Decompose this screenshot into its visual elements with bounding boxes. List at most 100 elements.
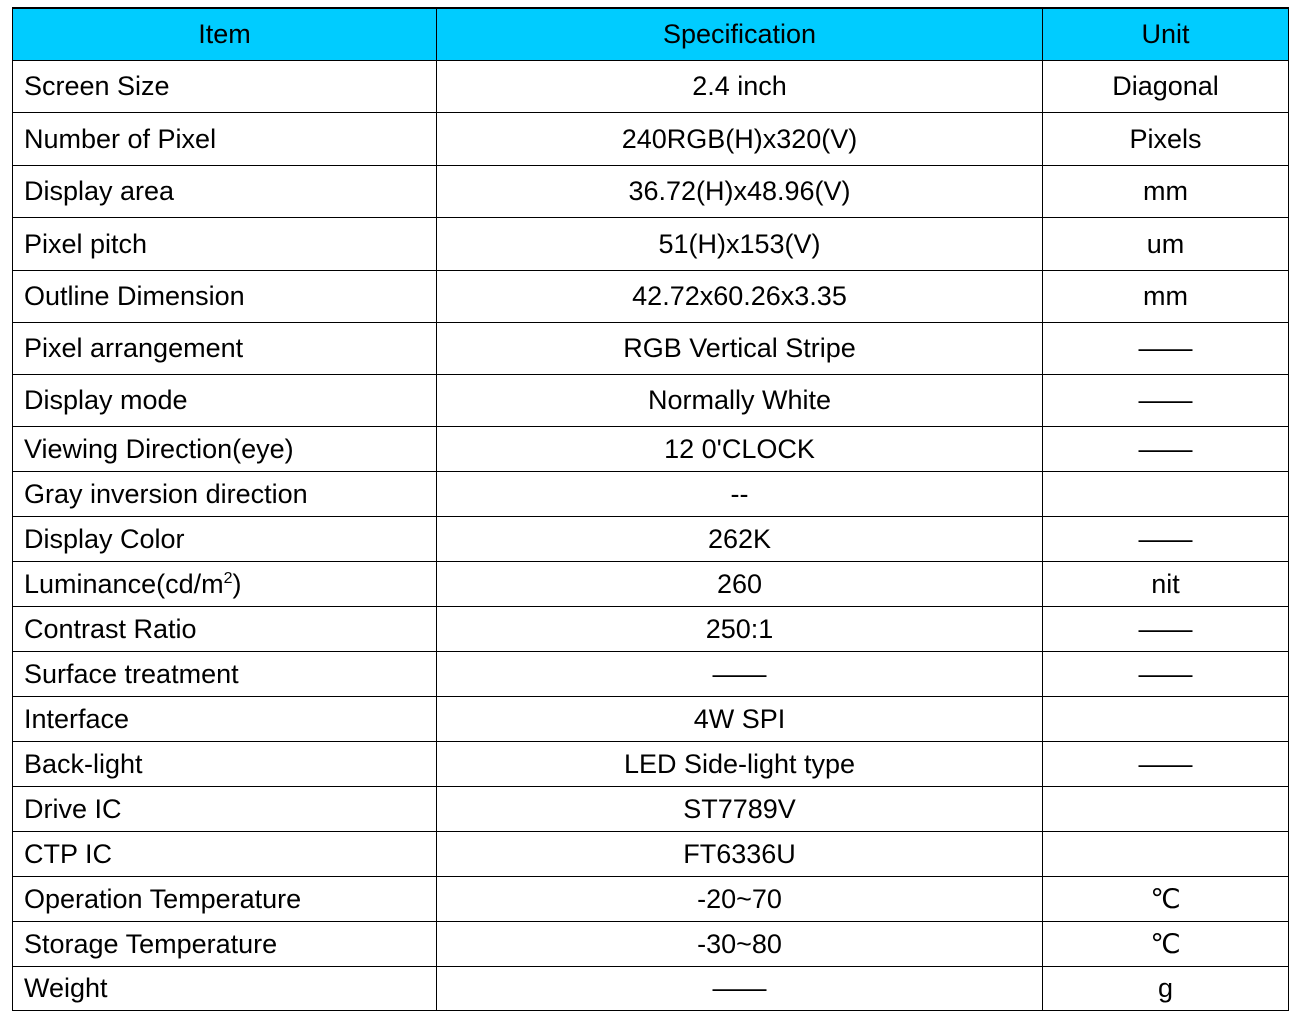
table-row: Display mode Normally White ——: [12, 374, 1289, 427]
item-label: Number of Pixel: [24, 123, 217, 154]
item-cell: Luminance(cd/m2): [12, 561, 437, 607]
spec-table-header: Item Specification Unit: [12, 7, 1289, 61]
item-cell: CTP IC: [12, 831, 437, 877]
item-cell: Surface treatment: [12, 651, 437, 697]
column-header-unit: Unit: [1042, 7, 1289, 61]
unit-cell: ——: [1042, 322, 1289, 375]
table-row: CTP IC FT6336U: [12, 831, 1289, 877]
item-label: Pixel arrangement: [24, 333, 244, 363]
unit-cell: Diagonal: [1042, 60, 1289, 113]
item-label: Luminance(cd/m: [24, 568, 224, 599]
unit-cell: ——: [1042, 741, 1289, 787]
item-label: Display Color: [24, 523, 185, 554]
unit-cell: [1042, 831, 1289, 877]
item-cell: Viewing Direction(eye): [12, 426, 437, 472]
item-label: Display area: [24, 176, 175, 206]
item-label: Drive IC: [24, 793, 122, 824]
item-label: Viewing Direction(eye): [24, 433, 294, 464]
item-cell: Drive IC: [12, 786, 437, 832]
table-row: Pixel arrangement RGB Vertical Stripe ——: [12, 322, 1289, 375]
specification-cell: 240RGB(H)x320(V): [436, 112, 1043, 166]
specification-cell: ——: [436, 651, 1043, 697]
spec-table: Item Specification Unit Screen Size 2.4 i…: [12, 7, 1289, 1011]
specification-cell: ST7789V: [436, 786, 1043, 832]
unit-cell: ——: [1042, 374, 1289, 427]
table-row: Screen Size 2.4 inch Diagonal: [12, 60, 1289, 113]
unit-cell: um: [1042, 217, 1289, 271]
item-label: Gray inversion direction: [24, 478, 308, 509]
item-cell: Weight: [12, 966, 437, 1011]
item-label: Pixel pitch: [24, 228, 148, 259]
table-row: Operation Temperature -20~70 ℃: [12, 876, 1289, 922]
table-row: Number of Pixel 240RGB(H)x320(V) Pixels: [12, 112, 1289, 166]
item-suffix: ): [232, 568, 242, 599]
specification-cell: 42.72x60.26x3.35: [436, 270, 1043, 323]
item-label: Storage Temperature: [24, 928, 278, 959]
item-label: Weight: [24, 973, 108, 1003]
item-label: Contrast Ratio: [24, 613, 197, 644]
table-row: Gray inversion direction --: [12, 471, 1289, 517]
item-cell: Pixel arrangement: [12, 322, 437, 375]
unit-cell: [1042, 471, 1289, 517]
item-label: Screen Size: [24, 71, 170, 101]
table-row: Luminance(cd/m2) 260 nit: [12, 561, 1289, 607]
item-cell: Pixel pitch: [12, 217, 437, 271]
unit-cell: g: [1042, 966, 1289, 1011]
table-row: Back-light LED Side-light type ——: [12, 741, 1289, 787]
table-row: Drive IC ST7789V: [12, 786, 1289, 832]
specification-cell: LED Side-light type: [436, 741, 1043, 787]
table-row: Surface treatment —— ——: [12, 651, 1289, 697]
item-cell: Back-light: [12, 741, 437, 787]
item-cell: Display area: [12, 165, 437, 218]
specification-cell: 250:1: [436, 606, 1043, 652]
specification-cell: 51(H)x153(V): [436, 217, 1043, 271]
table-row: Weight —— g: [12, 966, 1289, 1011]
item-label: CTP IC: [24, 838, 113, 869]
column-header-specification: Specification: [436, 7, 1043, 61]
specification-cell: ——: [436, 966, 1043, 1011]
unit-cell: ℃: [1042, 921, 1289, 967]
table-row: Contrast Ratio 250:1 ——: [12, 606, 1289, 652]
specification-cell: 260: [436, 561, 1043, 607]
unit-cell: nit: [1042, 561, 1289, 607]
item-cell: Operation Temperature: [12, 876, 437, 922]
specification-cell: -30~80: [436, 921, 1043, 967]
item-cell: Gray inversion direction: [12, 471, 437, 517]
specification-cell: 2.4 inch: [436, 60, 1043, 113]
item-cell: Display Color: [12, 516, 437, 562]
unit-cell: ——: [1042, 426, 1289, 472]
unit-cell: ——: [1042, 516, 1289, 562]
item-cell: Screen Size: [12, 60, 437, 113]
unit-cell: [1042, 696, 1289, 742]
table-row: Viewing Direction(eye) 12 0'CLOCK ——: [12, 426, 1289, 472]
item-label: Display mode: [24, 385, 188, 415]
unit-cell: Pixels: [1042, 112, 1289, 166]
spec-table-body: Screen Size 2.4 inch Diagonal Number of Pix…: [12, 60, 1289, 1011]
specification-cell: RGB Vertical Stripe: [436, 322, 1043, 375]
unit-cell: [1042, 786, 1289, 832]
specification-cell: Normally White: [436, 374, 1043, 427]
unit-cell: ——: [1042, 651, 1289, 697]
item-cell: Number of Pixel: [12, 112, 437, 166]
item-cell: Display mode: [12, 374, 437, 427]
table-row: Storage Temperature -30~80 ℃: [12, 921, 1289, 967]
item-cell: Storage Temperature: [12, 921, 437, 967]
unit-cell: ——: [1042, 606, 1289, 652]
unit-cell: mm: [1042, 270, 1289, 323]
header-row: Item Specification Unit: [12, 7, 1289, 61]
item-cell: Interface: [12, 696, 437, 742]
specification-cell: 36.72(H)x48.96(V): [436, 165, 1043, 218]
item-label: Interface: [24, 703, 130, 734]
column-header-item: Item: [12, 7, 437, 61]
table-row: Outline Dimension 42.72x60.26x3.35 mm: [12, 270, 1289, 323]
item-superscript: 2: [223, 569, 233, 587]
item-cell: Outline Dimension: [12, 270, 437, 323]
table-row: Display area 36.72(H)x48.96(V) mm: [12, 165, 1289, 218]
item-label: Outline Dimension: [24, 281, 245, 311]
specification-cell: FT6336U: [436, 831, 1043, 877]
specification-cell: --: [436, 471, 1043, 517]
specification-cell: 12 0'CLOCK: [436, 426, 1043, 472]
table-row: Display Color 262K ——: [12, 516, 1289, 562]
specification-cell: 4W SPI: [436, 696, 1043, 742]
specification-cell: -20~70: [436, 876, 1043, 922]
